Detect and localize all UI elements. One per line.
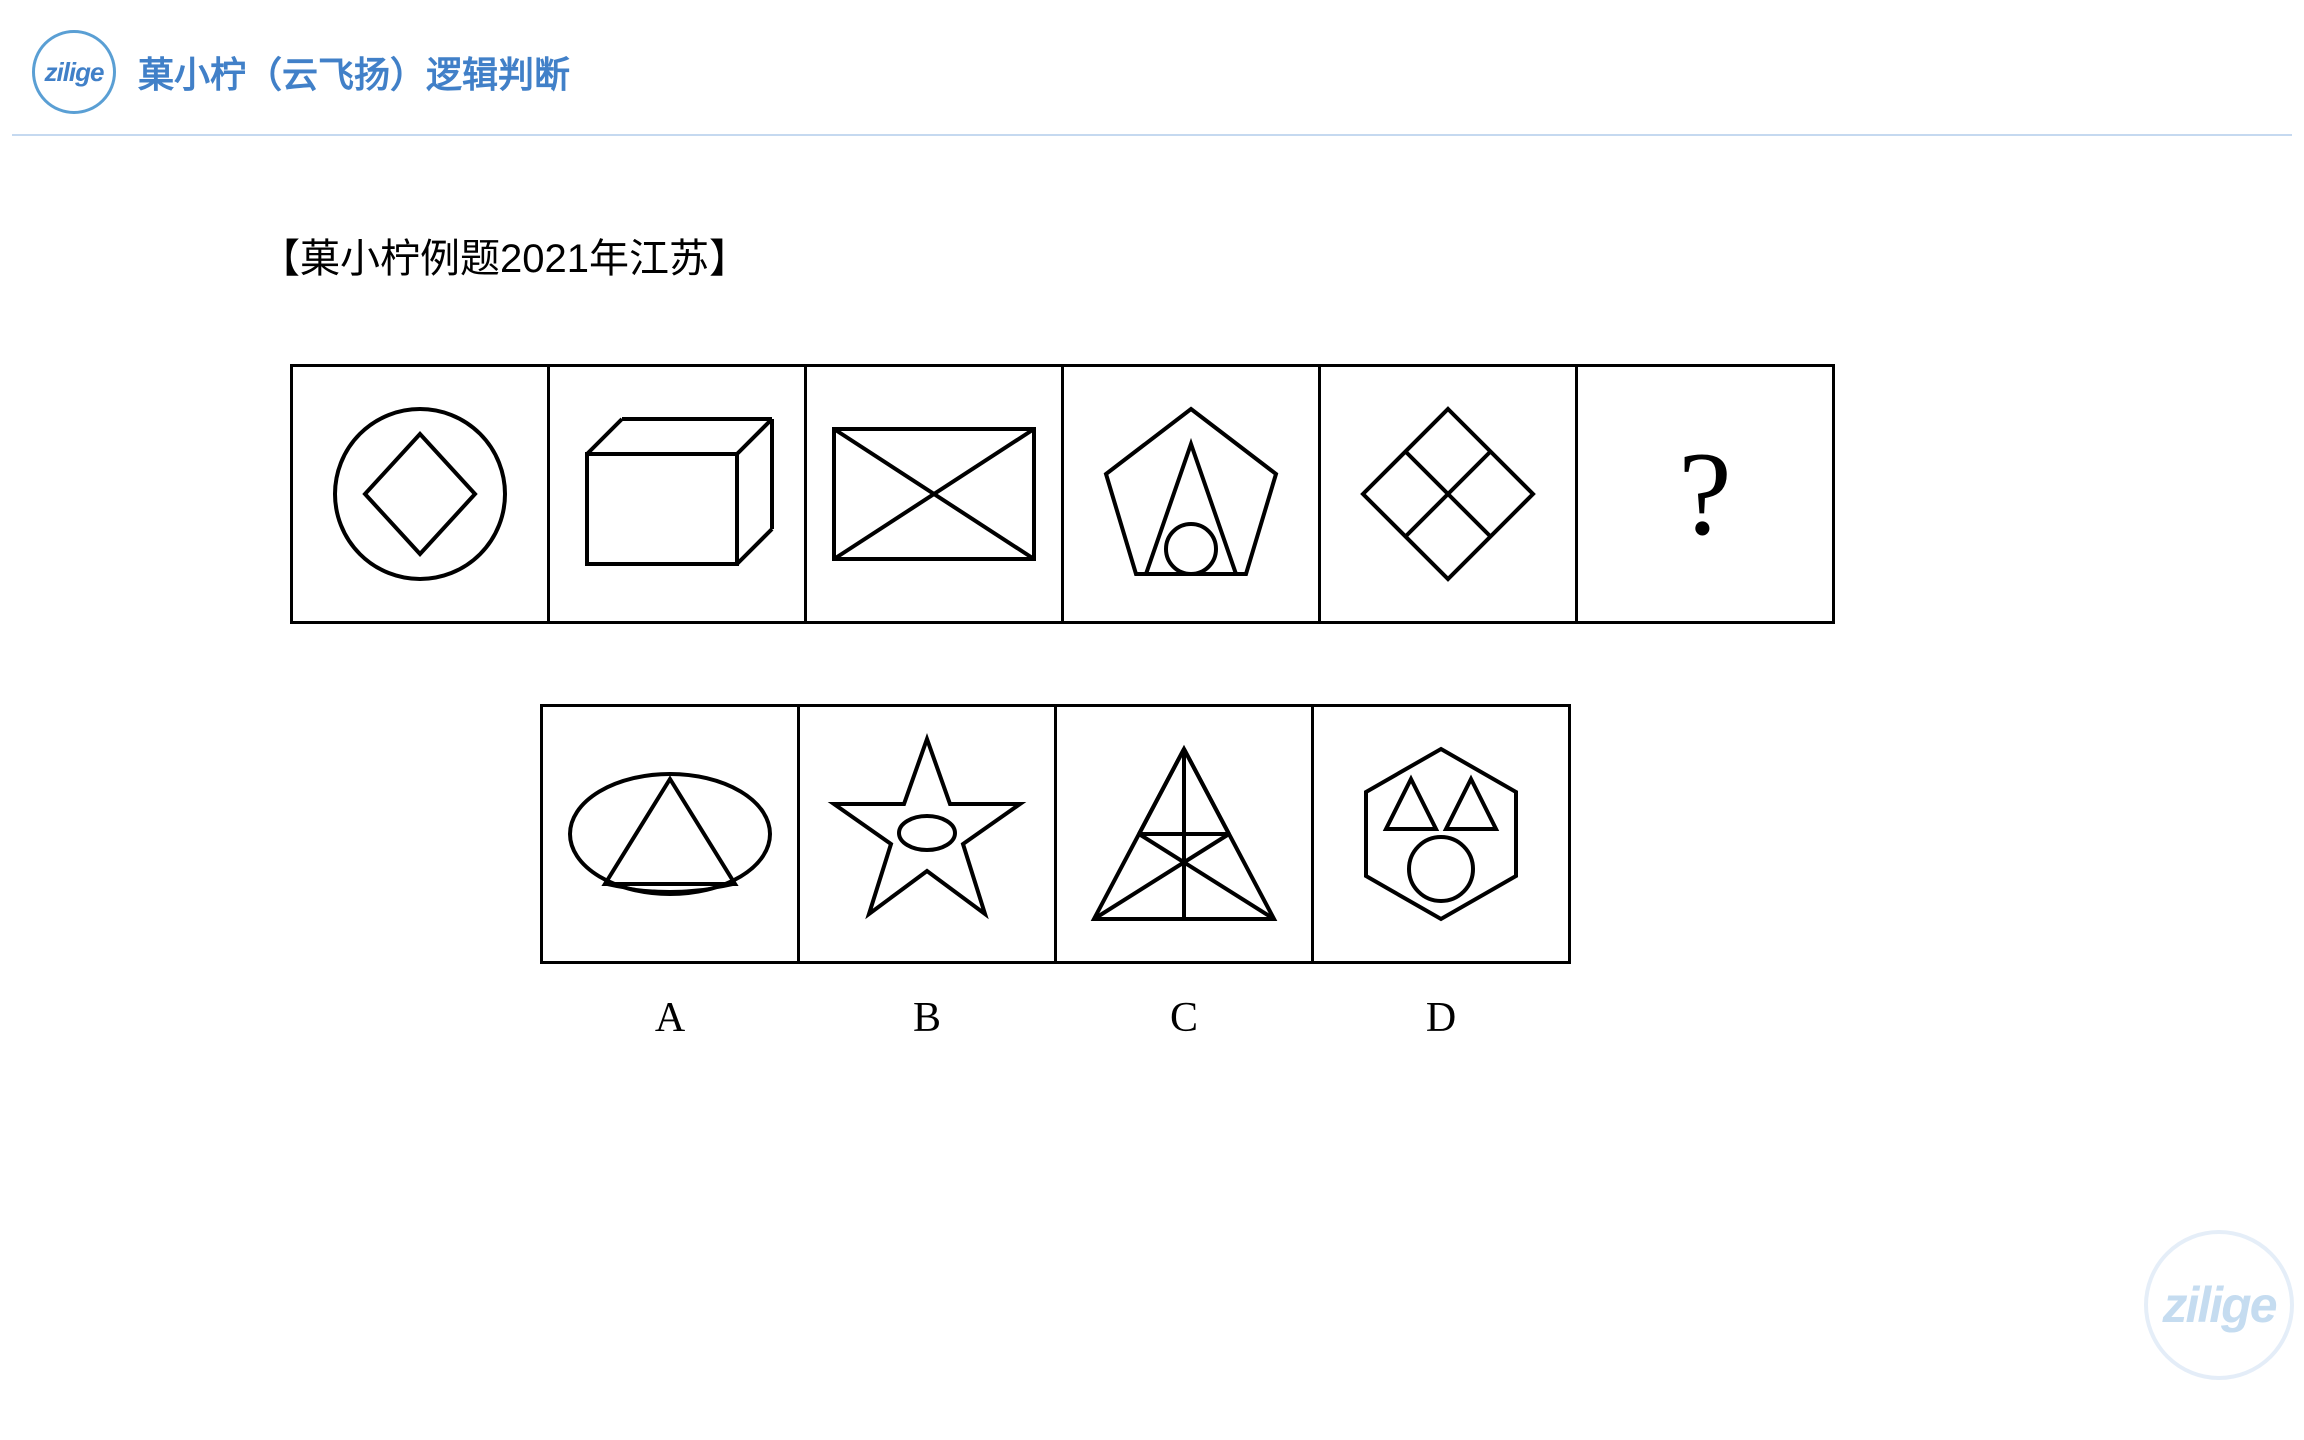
seq-cell-2 xyxy=(547,364,807,624)
question-title: 【菓小柠例题2021年江苏】 xyxy=(260,226,2304,284)
pentagon-combo-icon xyxy=(1091,394,1291,594)
sequence-row: ? xyxy=(290,364,2304,624)
watermark-text: zilige xyxy=(2162,1276,2275,1334)
hexagon-shapes-icon xyxy=(1341,734,1541,934)
logo-text: zilige xyxy=(44,57,103,88)
answer-option-d: D xyxy=(1311,704,1571,1042)
seq-cell-5 xyxy=(1318,364,1578,624)
ellipse-triangle-icon xyxy=(560,744,780,924)
page-header: zilige 菓小柠（云飞扬）逻辑判断 xyxy=(12,0,2292,136)
rect-x-icon xyxy=(824,419,1044,569)
seq-cell-4 xyxy=(1061,364,1321,624)
triangle-lines-icon xyxy=(1084,734,1284,934)
ans-cell-b xyxy=(797,704,1057,964)
answer-option-c: C xyxy=(1054,704,1314,1042)
answer-label-c: C xyxy=(1170,994,1198,1042)
ans-cell-d xyxy=(1311,704,1571,964)
ans-cell-c xyxy=(1054,704,1314,964)
question-mark: ? xyxy=(1678,425,1731,563)
cuboid-icon xyxy=(567,394,787,594)
answer-option-b: B xyxy=(797,704,1057,1042)
answer-label-a: A xyxy=(655,994,685,1042)
diamond-cross-icon xyxy=(1348,394,1548,594)
answer-option-a: A xyxy=(540,704,800,1042)
ans-cell-a xyxy=(540,704,800,964)
header-title: 菓小柠（云飞扬）逻辑判断 xyxy=(138,46,570,98)
answer-row: A B xyxy=(540,704,2304,1042)
seq-cell-6: ? xyxy=(1575,364,1835,624)
watermark-icon: zilige xyxy=(2144,1230,2294,1380)
seq-cell-3 xyxy=(804,364,1064,624)
star-ellipse-icon xyxy=(822,729,1032,939)
circle-diamond-icon xyxy=(320,394,520,594)
answer-label-d: D xyxy=(1426,994,1456,1042)
seq-cell-1 xyxy=(290,364,550,624)
answer-label-b: B xyxy=(913,994,941,1042)
logo-icon: zilige xyxy=(32,30,116,114)
content-area: 【菓小柠例题2021年江苏】 xyxy=(0,136,2304,1042)
